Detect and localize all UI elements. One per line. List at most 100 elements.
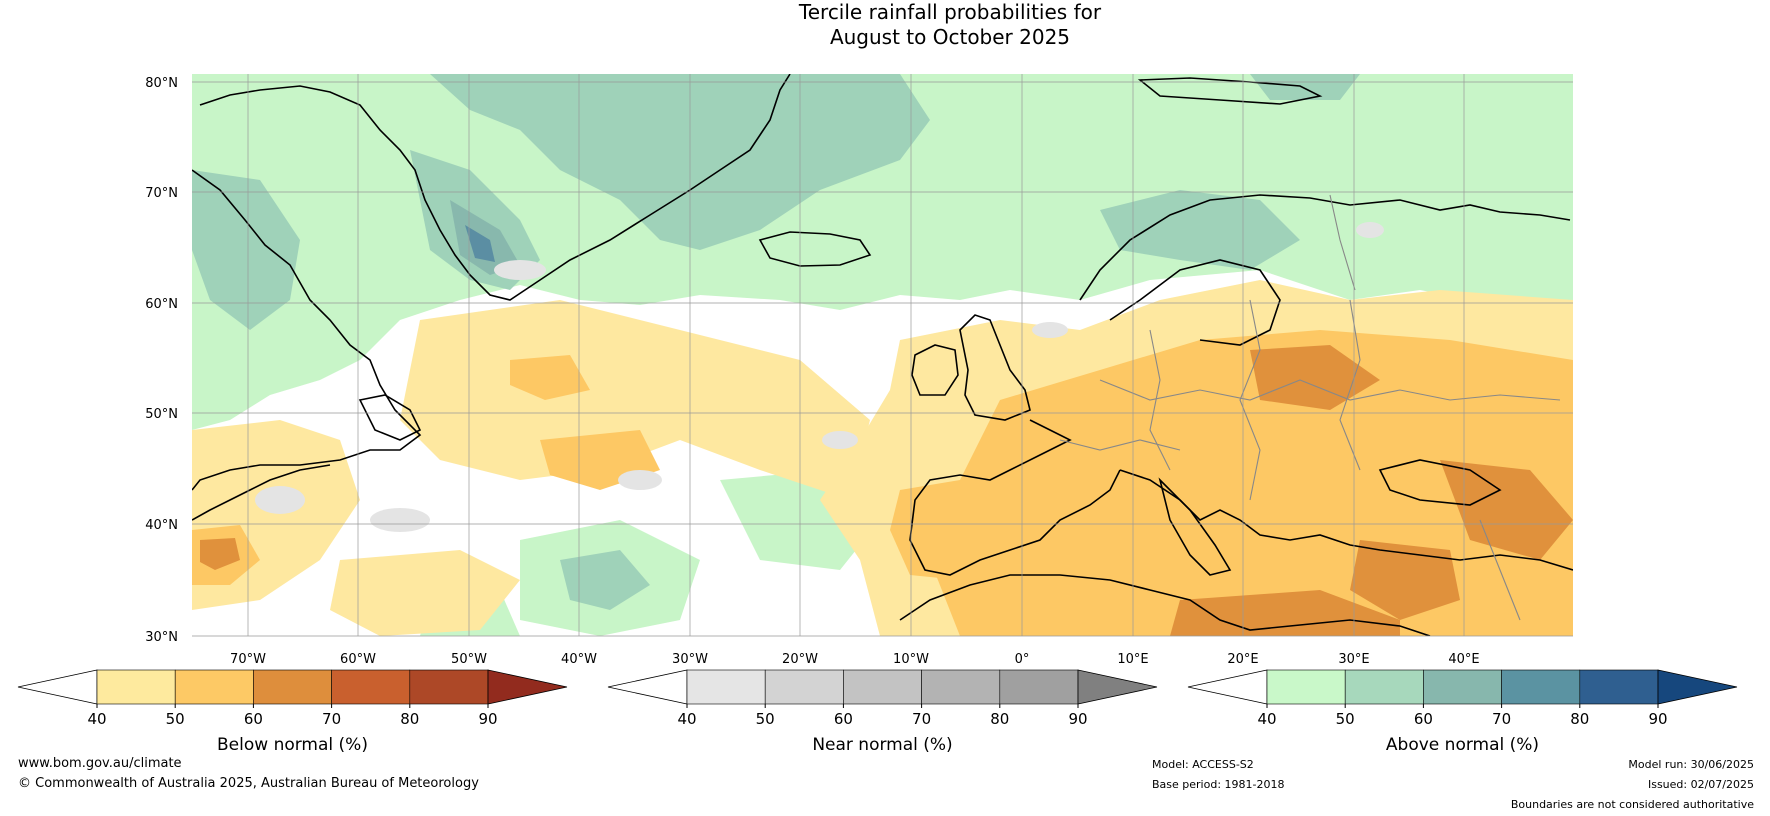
border-3	[1239, 299, 1261, 501]
gridlines	[192, 74, 1573, 637]
colorbar-segment	[96, 669, 176, 705]
colorbar-tick-label: 40	[677, 710, 696, 728]
near-patch-1	[370, 508, 430, 532]
colorbar-label: Above normal (%)	[1386, 735, 1539, 755]
below-region-mid-atlantic	[400, 300, 870, 500]
below-region-north-africa-60	[1170, 590, 1400, 636]
lat-label: 40°N	[145, 518, 178, 533]
below-region-mid-atlantic-50-a	[510, 355, 590, 400]
colorbar-segment	[1579, 669, 1659, 705]
lon-label: 0°	[1015, 652, 1030, 667]
colorbar-segment	[1266, 669, 1346, 705]
colorbar-tick-label: 50	[756, 710, 775, 728]
colorbar-extend-high	[1077, 669, 1158, 705]
colorbar-extend-high	[487, 669, 568, 705]
lat-label: 70°N	[145, 186, 178, 201]
colorbar-segment	[843, 669, 922, 705]
coastline-italy	[1158, 477, 1232, 576]
rainfall-map: 80°N 70°N 60°N 50°N 40°N 30°N 70°W 60°W 50°W 40°…	[145, 74, 1573, 667]
lon-label: 40°E	[1448, 652, 1479, 667]
colorbar-tick-label: 80	[990, 710, 1009, 728]
colorbar-extend-low	[17, 669, 98, 705]
below-region-us-coast-60	[200, 538, 240, 570]
near-normal-regions	[255, 222, 1384, 532]
colorbar-segment	[253, 669, 332, 705]
near-patch-4	[1032, 322, 1068, 338]
colorbar-segment	[686, 669, 766, 705]
colorbar-tick-label: 70	[322, 710, 341, 728]
colorbar-extend-low	[1187, 669, 1268, 705]
lon-label: 50°W	[451, 652, 487, 667]
border-4	[1339, 299, 1361, 471]
map-title: Tercile rainfall probabilities for Augus…	[680, 0, 1220, 50]
above-region-scandinavia	[1100, 190, 1300, 270]
colorbar-0: 40 50 60 70 80 90 Below normal (%)	[17, 669, 568, 755]
colorbar-segment	[921, 669, 1001, 705]
footer-model-run: Model run: 30/06/2025	[1628, 758, 1754, 771]
coastline-europe-west	[909, 419, 1121, 576]
below-normal-regions	[192, 280, 1573, 636]
lon-label: 20°E	[1227, 652, 1258, 667]
footer-copyright: © Commonwealth of Australia 2025, Austra…	[18, 776, 479, 791]
colorbar-tick-label: 70	[1492, 710, 1511, 728]
coastline-ireland	[911, 344, 959, 396]
lon-label: 40°W	[561, 652, 597, 667]
lon-label: 60°W	[340, 652, 376, 667]
above-region-north-band-50	[430, 74, 930, 250]
coastline-newfoundland	[358, 394, 422, 441]
colorbar-legend: 40 50 60 70 80 90 Below normal (%) 40 50 60 70 80 90…	[17, 669, 1738, 755]
lat-label: 60°N	[145, 297, 178, 312]
border-1	[1099, 379, 1561, 401]
lon-label: 30°W	[672, 652, 708, 667]
colorbar-segment	[1423, 669, 1502, 705]
lon-label: 10°W	[893, 652, 929, 667]
colorbar-extend-low	[607, 669, 688, 705]
above-region-greenland-dark	[465, 225, 495, 262]
colorbar-segment	[1501, 669, 1581, 705]
border-7	[1479, 519, 1521, 621]
near-patch-5	[494, 260, 546, 280]
above-region-azores-50	[560, 550, 650, 610]
below-region-europe-60-b	[1440, 460, 1573, 560]
coastline-scandinavia	[1079, 194, 1571, 301]
footer-issued: Issued: 02/07/2025	[1647, 778, 1754, 791]
title-line-2: August to October 2025	[829, 25, 1071, 49]
colorbar-tick-label: 60	[1414, 710, 1433, 728]
above-region-north-band	[192, 74, 1573, 430]
lon-label: 30°E	[1338, 652, 1369, 667]
below-region-europe-60-a	[1250, 345, 1380, 410]
lat-label: 50°N	[145, 407, 178, 422]
colorbar-tick-label: 90	[1648, 710, 1667, 728]
lon-label: 20°W	[782, 652, 818, 667]
coastline-greenland	[199, 74, 791, 301]
coastline-baffin-labrador	[192, 169, 422, 491]
coastline-baltic	[1109, 259, 1281, 346]
colorbar-tick-label: 50	[1336, 710, 1355, 728]
colorbar-tick-label: 40	[87, 710, 106, 728]
above-normal-regions	[192, 74, 1573, 636]
lat-label: 30°N	[145, 630, 178, 645]
near-patch-7	[822, 431, 858, 449]
colorbar-segment	[1344, 669, 1424, 705]
coastline-britain	[959, 314, 1031, 421]
colorbar-segment	[174, 669, 254, 705]
colorbar-1: 40 50 60 70 80 90 Near normal (%)	[607, 669, 1158, 755]
above-region-east-arctic	[1250, 74, 1360, 100]
border-2	[1149, 329, 1171, 471]
lat-label: 80°N	[145, 76, 178, 91]
map-field	[192, 74, 1573, 636]
colorbar-tick-label: 90	[1068, 710, 1087, 728]
lat-labels: 80°N 70°N 60°N 50°N 40°N 30°N	[145, 76, 178, 645]
colorbar-tick-label: 60	[244, 710, 263, 728]
title-line-1: Tercile rainfall probabilities for	[798, 0, 1102, 24]
coastline-north-africa	[899, 574, 1431, 636]
colorbar-tick-label: 70	[912, 710, 931, 728]
colorbar-extend-high	[1657, 669, 1738, 705]
border-6	[1059, 439, 1181, 451]
colorbar-segment	[999, 669, 1079, 705]
footer-disclaimer: Boundaries are not considered authoritat…	[1510, 798, 1754, 811]
colorbar-segment	[331, 669, 411, 705]
colorbar-tick-label: 90	[478, 710, 497, 728]
coastlines	[192, 74, 1573, 636]
colorbar-label: Near normal (%)	[812, 735, 952, 755]
